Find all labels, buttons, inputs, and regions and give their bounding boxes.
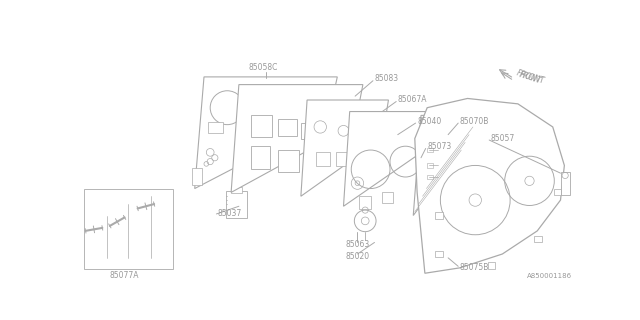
Text: 85063: 85063 — [345, 240, 369, 249]
Polygon shape — [195, 77, 337, 188]
Text: 85040: 85040 — [417, 117, 442, 126]
Polygon shape — [301, 100, 388, 196]
Text: 85075B: 85075B — [460, 263, 489, 272]
Polygon shape — [413, 116, 467, 215]
Bar — [359, 173, 367, 181]
Bar — [435, 212, 443, 219]
Bar — [359, 196, 371, 209]
Polygon shape — [415, 99, 564, 273]
Bar — [226, 191, 248, 218]
Bar — [351, 152, 362, 163]
Bar — [84, 188, 173, 269]
Bar — [554, 189, 561, 196]
Text: 85070B: 85070B — [460, 117, 489, 126]
Bar — [382, 192, 393, 203]
Text: 85057: 85057 — [491, 134, 515, 143]
Text: 85037: 85037 — [218, 210, 242, 219]
Bar — [359, 116, 367, 123]
Text: 85077A: 85077A — [109, 271, 139, 280]
Bar — [231, 187, 242, 193]
Bar — [417, 152, 434, 165]
Bar — [301, 123, 318, 139]
Bar — [336, 152, 349, 166]
Bar — [305, 152, 322, 169]
Text: A850001186: A850001186 — [527, 273, 572, 279]
Bar — [359, 129, 367, 137]
Bar — [250, 116, 272, 137]
Text: 85020: 85020 — [345, 252, 369, 261]
Bar — [208, 122, 223, 133]
Bar — [534, 236, 542, 242]
Bar — [278, 150, 300, 172]
Bar — [488, 262, 495, 268]
Bar — [359, 160, 367, 168]
Text: 85067A: 85067A — [397, 95, 428, 105]
Bar — [246, 131, 260, 145]
Text: 85058C: 85058C — [249, 63, 278, 72]
Text: 85083: 85083 — [374, 74, 399, 83]
Bar — [435, 251, 443, 257]
Bar — [561, 172, 570, 195]
Bar — [316, 152, 330, 166]
Bar — [250, 146, 270, 169]
Bar — [428, 163, 433, 168]
Bar — [428, 175, 433, 179]
Bar — [359, 145, 367, 152]
Polygon shape — [231, 84, 363, 192]
Bar — [278, 119, 297, 136]
Text: FRONT: FRONT — [518, 71, 545, 86]
Bar — [282, 123, 297, 134]
Bar — [193, 168, 202, 185]
Bar — [428, 148, 433, 152]
Text: FRONT: FRONT — [516, 68, 543, 85]
Polygon shape — [344, 112, 430, 206]
Text: 85073: 85073 — [428, 142, 451, 151]
Bar — [320, 139, 334, 152]
